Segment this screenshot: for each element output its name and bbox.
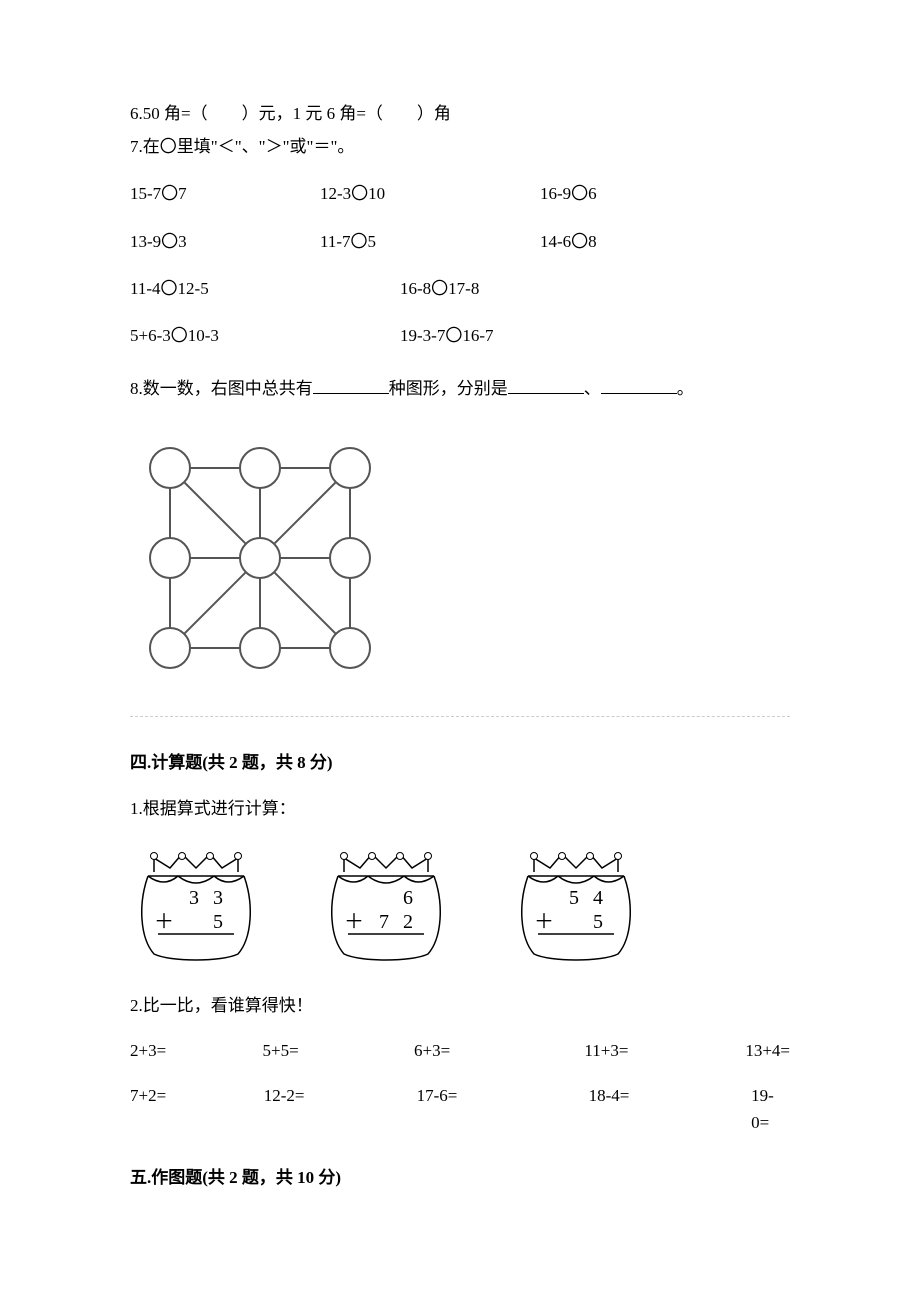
calc2-r1-a: 2+3=	[130, 1037, 263, 1064]
calc2-row1: 2+3= 5+5= 6+3= 11+3= 13+4=	[130, 1037, 790, 1064]
calc2-r2-c: 17-6=	[417, 1082, 589, 1136]
q8-suffix: 。	[677, 379, 694, 398]
calc2-r2-d: 18-4=	[589, 1082, 751, 1136]
section5-heading-text: 五.作图题(共 2 题，共 10 分)	[130, 1168, 341, 1187]
q8-blank-1[interactable]	[313, 376, 389, 394]
crown-problem-2: 6 ＋ 72	[320, 842, 450, 962]
q7-row3-b: 16-8〇17-8	[400, 275, 479, 302]
calc1-figures: 33＋56＋7254＋5	[130, 842, 790, 962]
calc2-prompt: 2.比一比，看谁算得快！	[130, 992, 790, 1019]
q7-row4-a: 5+6-3〇10-3	[130, 322, 400, 349]
calc2-r2-b: 12-2=	[264, 1082, 417, 1136]
horizontal-divider	[130, 716, 790, 717]
question-8: 8.数一数，右图中总共有 种图形，分别是 、 。	[130, 375, 790, 402]
calc1-prompt: 1.根据算式进行计算：	[130, 795, 790, 822]
calc2-row2: 7+2= 12-2= 17-6= 18-4= 19-0=	[130, 1082, 790, 1136]
svg-text:＋: ＋	[344, 911, 364, 933]
svg-text:5: 5	[213, 911, 223, 933]
calc2-r1-b: 5+5=	[263, 1037, 414, 1064]
svg-text:3: 3	[189, 887, 199, 909]
q7-row1-a: 15-7〇7	[130, 180, 320, 207]
q7-row2-b: 11-7〇5	[320, 228, 540, 255]
svg-text:3: 3	[213, 887, 223, 909]
svg-text:5: 5	[569, 887, 579, 909]
q7-row1-c: 16-9〇6	[540, 180, 597, 207]
calc2-r1-d: 11+3=	[584, 1037, 745, 1064]
q7-row2-c: 14-6〇8	[540, 228, 597, 255]
calc2-r2-a: 7+2=	[130, 1082, 264, 1136]
q8-mid: 种图形，分别是	[389, 379, 508, 398]
svg-text:＋: ＋	[534, 911, 554, 933]
q7-row2: 13-9〇3 11-7〇5 14-6〇8	[130, 228, 790, 255]
section-4-heading: 四.计算题(共 2 题，共 8 分)	[130, 749, 790, 776]
q7-row1: 15-7〇7 12-3〇10 16-9〇6	[130, 180, 790, 207]
q7-row3: 11-4〇12-5 16-8〇17-8	[130, 275, 790, 302]
q7-row4: 5+6-3〇10-3 19-3-7〇16-7	[130, 322, 790, 349]
question-7-prompt: 7.在〇里填"＜"、"＞"或"＝"。	[130, 133, 790, 160]
calc2-r1-e: 13+4=	[745, 1037, 790, 1064]
q8-sep: 、	[584, 379, 601, 398]
crown-problem-3: 54 ＋ 5	[510, 842, 640, 962]
q7-row3-a: 11-4〇12-5	[130, 275, 400, 302]
calc2-prompt-text: 2.比一比，看谁算得快！	[130, 996, 313, 1015]
svg-text:5: 5	[593, 911, 603, 933]
calc2-r2-e: 19-0=	[751, 1082, 790, 1136]
crown-problem-1: 33 ＋ 5	[130, 842, 260, 962]
svg-text:2: 2	[403, 911, 413, 933]
q6-text: 6.50 角=（ ）元，1 元 6 角=（ ）角	[130, 104, 451, 123]
q8-blank-3[interactable]	[601, 376, 677, 394]
svg-text:4: 4	[593, 887, 603, 909]
svg-text:7: 7	[379, 911, 389, 933]
calc1-prompt-text: 1.根据算式进行计算：	[130, 799, 296, 818]
question-6: 6.50 角=（ ）元，1 元 6 角=（ ）角	[130, 100, 790, 127]
q7-row4-b: 19-3-7〇16-7	[400, 322, 493, 349]
q8-blank-2[interactable]	[508, 376, 584, 394]
grid-figure	[130, 428, 790, 688]
q7-prompt-text: 7.在〇里填"＜"、"＞"或"＝"。	[130, 137, 354, 156]
section-5-heading: 五.作图题(共 2 题，共 10 分)	[130, 1164, 790, 1191]
q8-prefix: 8.数一数，右图中总共有	[130, 379, 313, 398]
calc2-r1-c: 6+3=	[414, 1037, 584, 1064]
q7-row2-a: 13-9〇3	[130, 228, 320, 255]
svg-text:＋: ＋	[154, 911, 174, 933]
section4-heading-text: 四.计算题(共 2 题，共 8 分)	[130, 753, 333, 772]
svg-text:6: 6	[403, 887, 413, 909]
q7-row1-b: 12-3〇10	[320, 180, 540, 207]
